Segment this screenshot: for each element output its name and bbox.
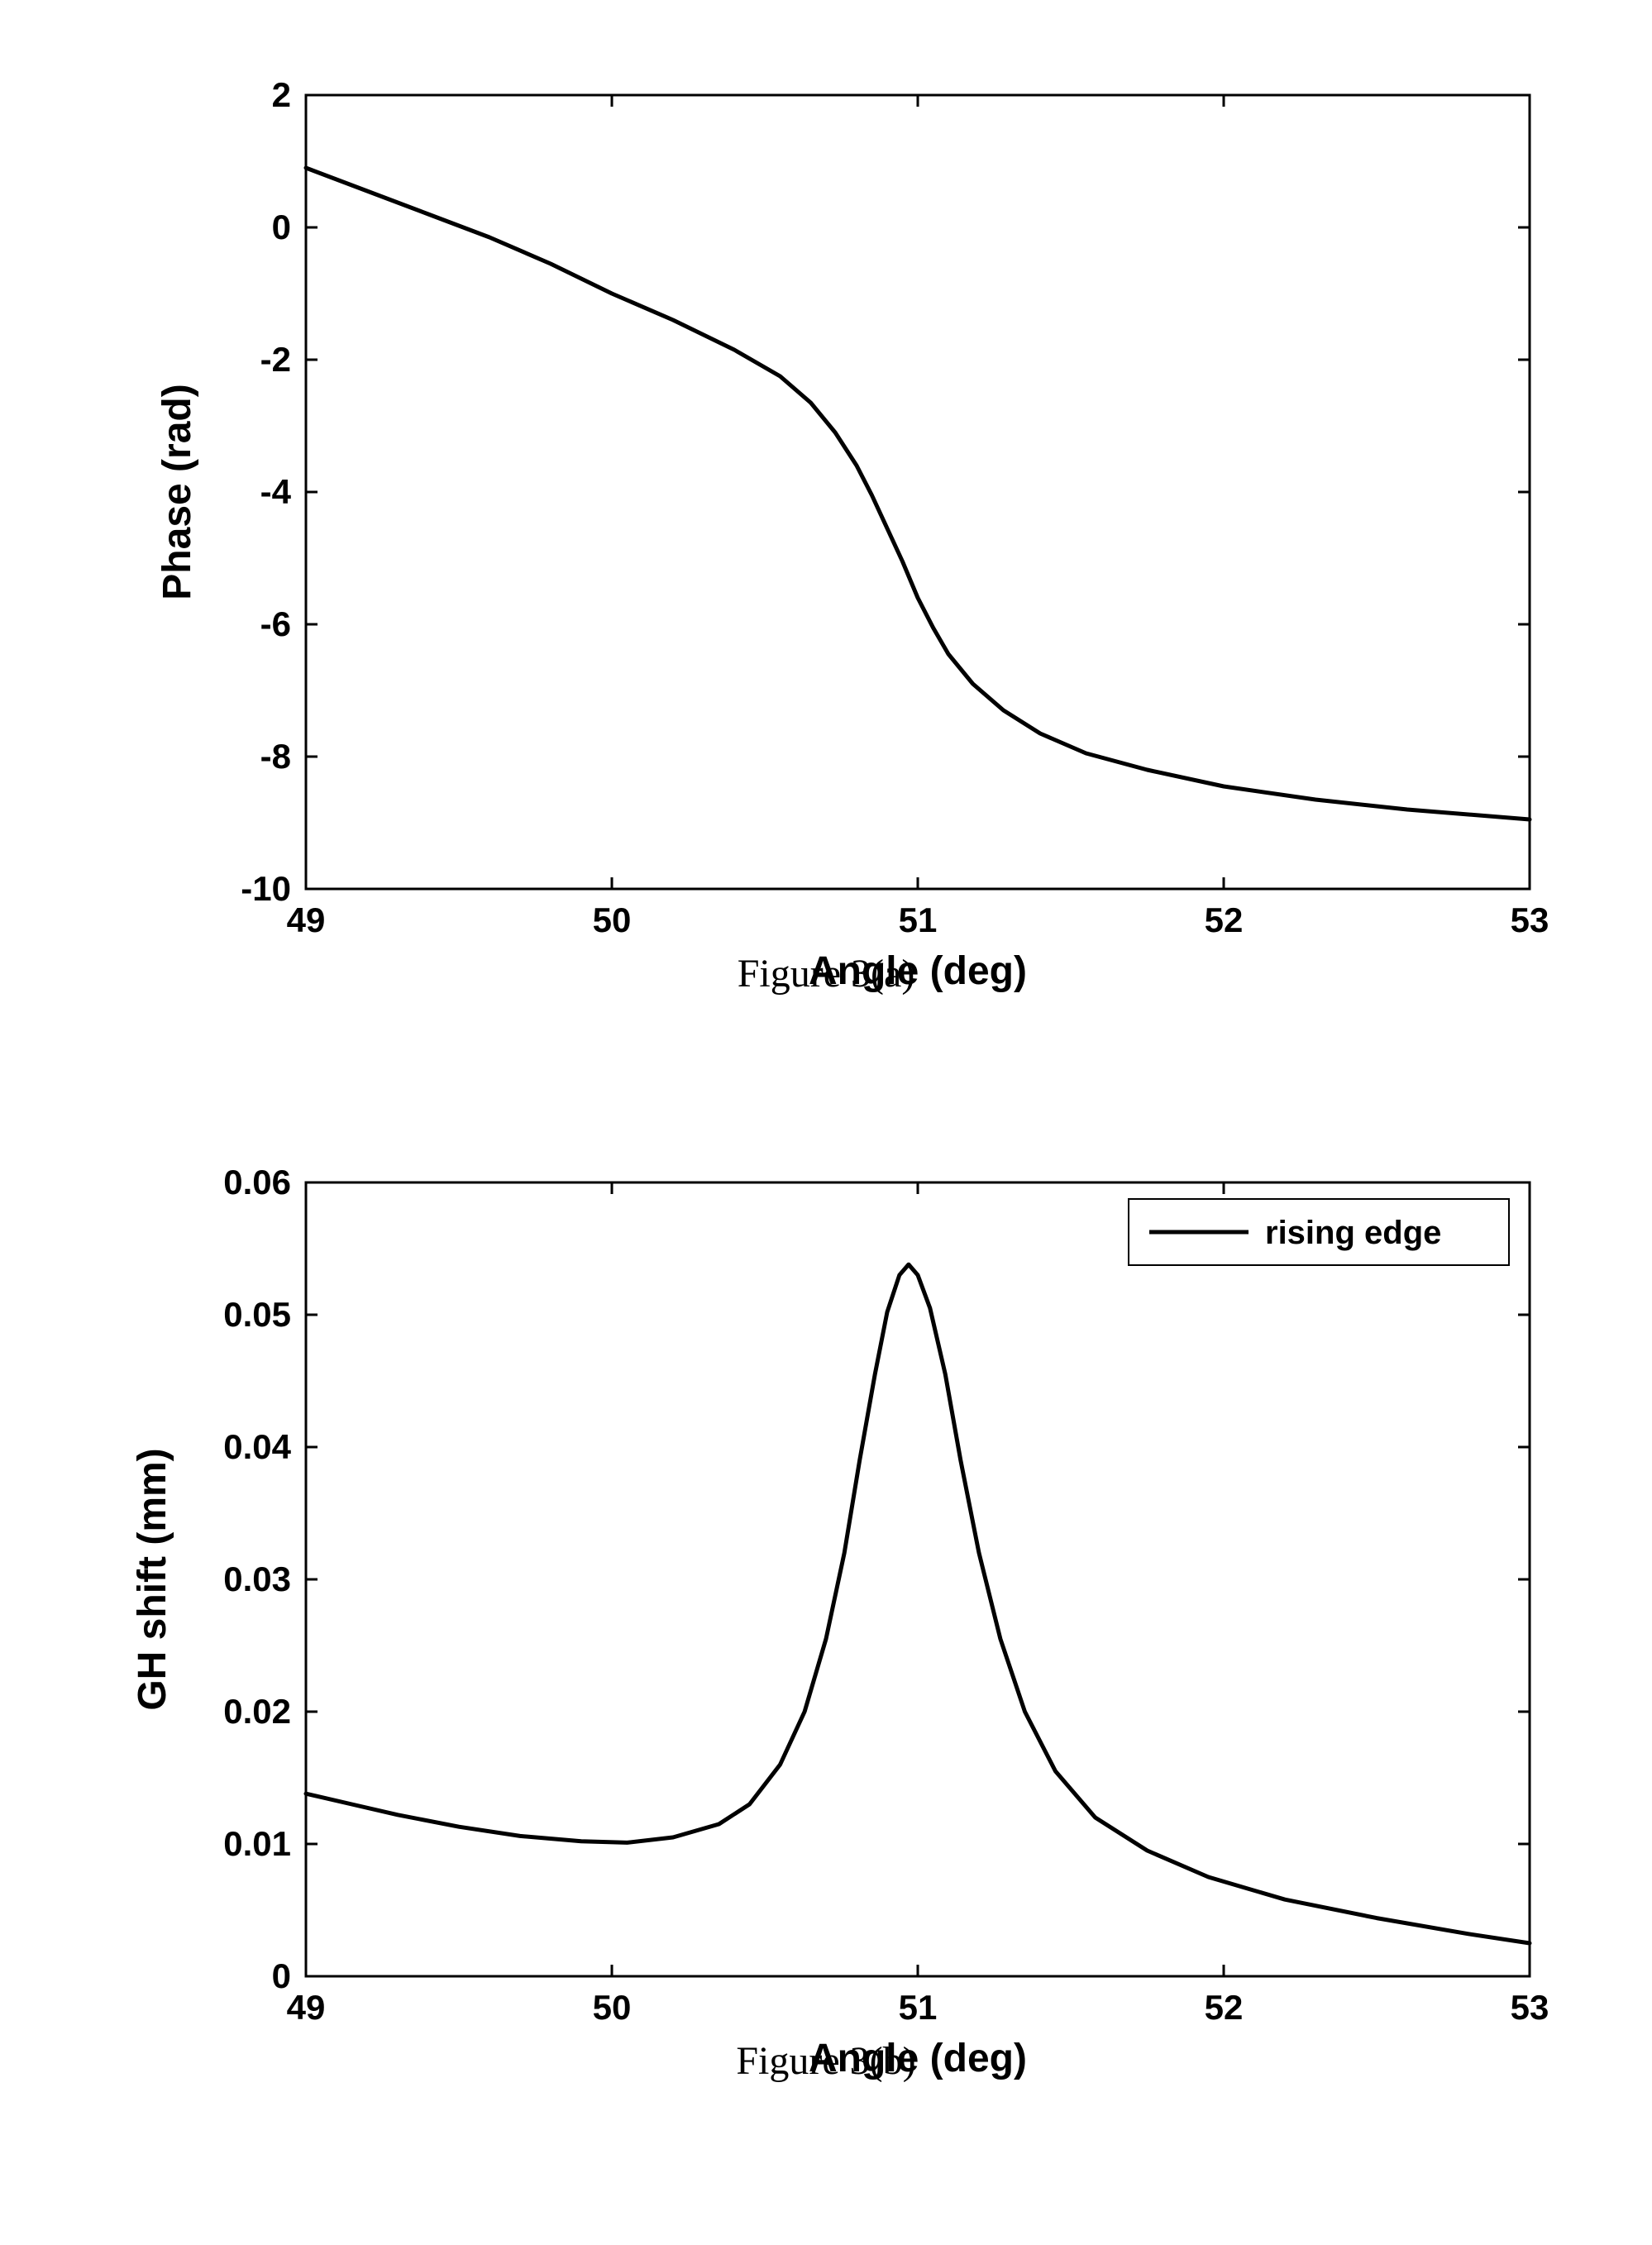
- chart-b-container: 495051525300.010.020.030.040.050.06Angle…: [0, 0, 1652, 2245]
- y-tick-label: 0.06: [223, 1163, 291, 1201]
- chart-b-caption: Figure 3(b): [0, 2038, 1652, 2084]
- x-tick-label: 50: [593, 1988, 632, 2027]
- y-tick-label: 0: [272, 1956, 291, 1995]
- y-tick-label: 0.05: [223, 1295, 291, 1334]
- y-tick-label: 0.02: [223, 1692, 291, 1731]
- legend-label: rising edge: [1265, 1215, 1441, 1251]
- x-tick-label: 49: [287, 1988, 326, 2027]
- y-tick-label: 0.01: [223, 1824, 291, 1863]
- page: 4950515253-10-8-6-4-202Angle (deg)Phase …: [0, 0, 1652, 2241]
- y-axis-label: GH shift (mm): [131, 1448, 174, 1710]
- chart-b-svg: 495051525300.010.020.030.040.050.06Angle…: [0, 0, 1652, 2241]
- x-tick-label: 53: [1511, 1988, 1549, 2027]
- plot-frame: [306, 1182, 1530, 1976]
- x-tick-label: 51: [899, 1988, 938, 2027]
- y-tick-label: 0.04: [223, 1427, 291, 1466]
- y-tick-label: 0.03: [223, 1560, 291, 1598]
- x-tick-label: 52: [1205, 1988, 1244, 2027]
